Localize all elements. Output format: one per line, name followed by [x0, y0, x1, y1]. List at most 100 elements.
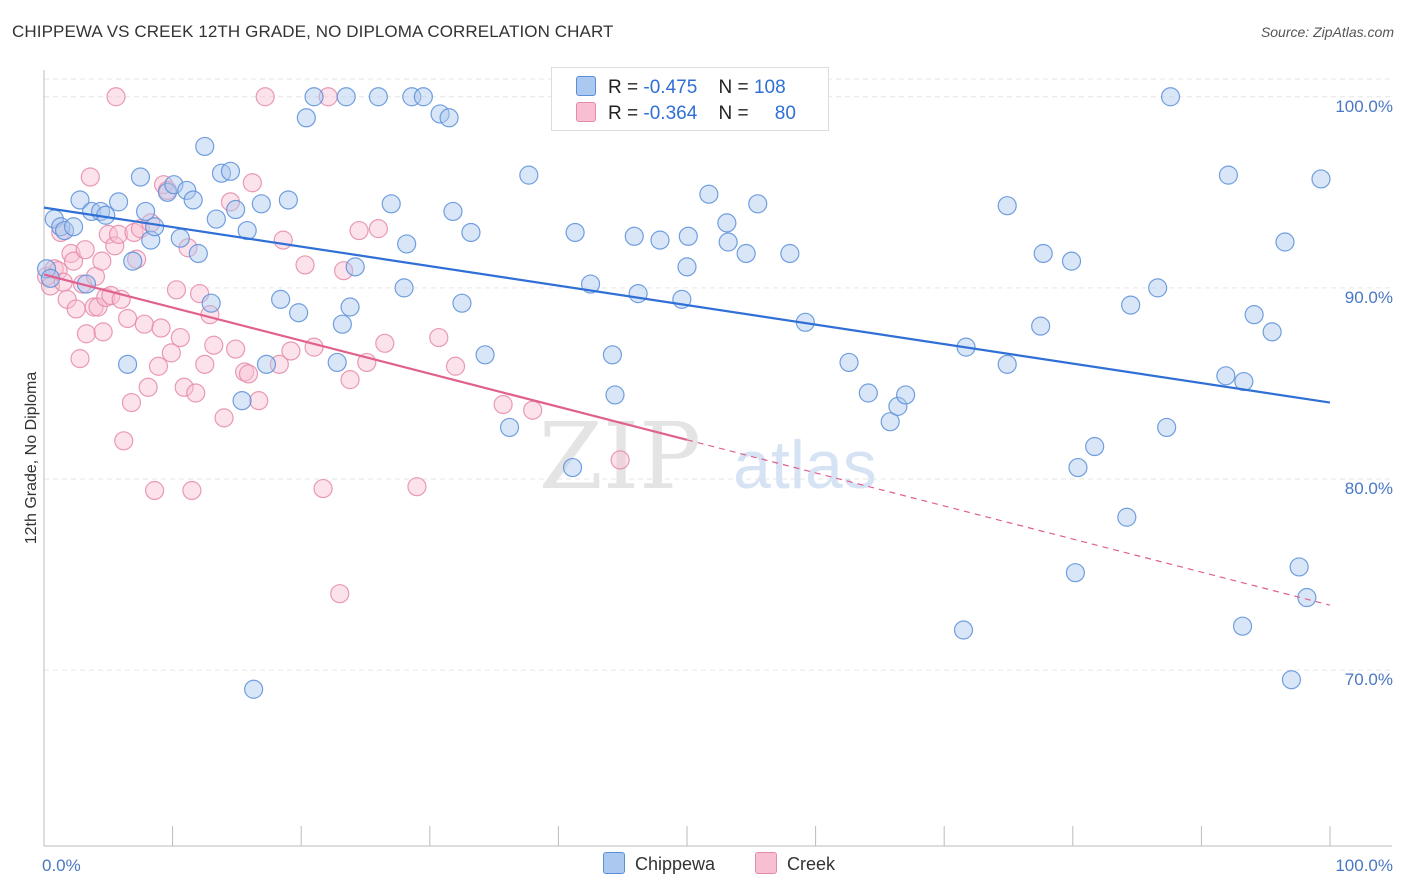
creek-point	[170, 327, 190, 348]
chippewa-point	[1085, 436, 1105, 457]
trend-lines	[43, 206, 1331, 606]
bottom-legend-label-chippewa: Chippewa	[635, 854, 716, 874]
chippewa-point	[452, 293, 472, 313]
creek-point	[117, 308, 138, 329]
creek-point	[281, 341, 301, 361]
chippewa-point	[997, 354, 1017, 374]
creek-point	[407, 477, 427, 497]
chippewa-point	[880, 412, 900, 432]
creek-point	[138, 377, 158, 397]
creek-points	[36, 87, 630, 604]
chippewa-point	[677, 257, 697, 277]
chippewa-point	[201, 293, 221, 313]
creek-point	[92, 251, 112, 271]
chippewa-point	[1160, 87, 1181, 107]
chippewa-point	[443, 201, 463, 222]
chippewa-point	[327, 352, 347, 373]
chippewa-point	[413, 87, 433, 107]
chippewa-point	[177, 180, 197, 201]
creek-point	[295, 255, 315, 275]
chippewa-point	[461, 222, 481, 243]
creek-point	[121, 392, 142, 413]
creek-point	[80, 167, 100, 187]
chippewa-point	[368, 87, 388, 107]
bottom-legend-label-creek: Creek	[787, 854, 836, 874]
chippewa-point	[896, 385, 916, 405]
chippewa-point	[397, 234, 417, 254]
creek-point	[242, 173, 262, 193]
chippewa-point	[1068, 457, 1088, 478]
chippewa-point	[605, 385, 625, 405]
chippewa-point	[336, 87, 356, 107]
creek-point	[76, 324, 97, 344]
legend-n-label: N =	[718, 103, 749, 124]
chippewa-point	[1117, 507, 1137, 527]
creek-point	[186, 383, 206, 403]
creek-point	[429, 327, 449, 348]
chippewa-point	[296, 108, 316, 128]
creek-point	[204, 335, 224, 355]
chippewa-point	[1311, 169, 1331, 189]
chippewa-point	[699, 184, 719, 204]
chippewa-point	[123, 251, 143, 271]
tick-labels: 70.0% 80.0% 90.0% 100.0% 0.0% 100.0%	[42, 97, 1393, 875]
chippewa-point	[858, 383, 878, 403]
x-tick-label-min: 0.0%	[42, 856, 81, 875]
chippewa-point	[1297, 587, 1317, 608]
legend-n-label: N =	[718, 77, 749, 98]
creek-point	[273, 230, 293, 250]
creek-point	[70, 349, 90, 369]
chippewa-point	[1033, 243, 1053, 264]
chart-title: CHIPPEWA VS CREEK 12TH GRADE, NO DIPLOMA…	[12, 22, 614, 41]
chippewa-point	[1232, 616, 1253, 636]
creek-point	[182, 480, 202, 501]
bottom-legend-chippewa: Chippewa	[603, 852, 715, 876]
legend-swatch-chippewa	[576, 76, 596, 96]
chippewa-point	[475, 345, 495, 365]
chippewa-point	[157, 182, 178, 202]
chippewa-point	[304, 87, 324, 107]
creek-point	[66, 299, 86, 319]
chippewa-point	[997, 196, 1017, 216]
chippewa-point	[402, 87, 422, 107]
chippewa-point	[256, 354, 277, 374]
chippewa-point	[519, 165, 539, 185]
creek-point	[161, 343, 181, 363]
chippewa-point	[232, 391, 252, 411]
chippewa-point	[271, 289, 291, 309]
chippewa-point	[888, 396, 908, 416]
chippewa-point	[278, 190, 298, 210]
chippewa-point	[1216, 366, 1236, 386]
chippewa-point	[332, 314, 352, 334]
bottom-legend-swatch-chippewa	[603, 852, 625, 874]
creek-point	[313, 478, 333, 499]
chippewa-point	[736, 243, 756, 264]
creek-point	[114, 431, 134, 451]
chippewa-point	[602, 345, 623, 365]
chippewa-point	[580, 274, 601, 294]
creek-point	[93, 322, 113, 342]
axes	[43, 70, 1392, 847]
creek-point	[148, 356, 169, 376]
y-tick-label: 90.0%	[1345, 288, 1393, 307]
creek-point	[349, 220, 369, 241]
chippewa-point	[839, 352, 859, 373]
chippewa-point	[63, 217, 84, 237]
chippewa-point	[624, 226, 644, 246]
chippewa-point	[1281, 670, 1302, 690]
creek-point	[368, 219, 388, 239]
creek-point	[151, 318, 171, 338]
creek-point	[61, 243, 81, 264]
chippewa-point	[650, 230, 670, 250]
legend-r-value-creek: -0.364	[643, 103, 698, 124]
chippewa-point	[144, 217, 165, 237]
chippewa-point	[244, 679, 264, 699]
chippewa-point	[499, 417, 520, 438]
creek-point	[334, 261, 354, 281]
creek-point	[340, 370, 360, 390]
creek-point	[195, 354, 215, 374]
chippewa-point	[237, 220, 257, 241]
creek-point	[255, 87, 275, 107]
bottom-legend-creek: Creek	[755, 852, 835, 876]
chippewa-point	[1218, 165, 1239, 185]
